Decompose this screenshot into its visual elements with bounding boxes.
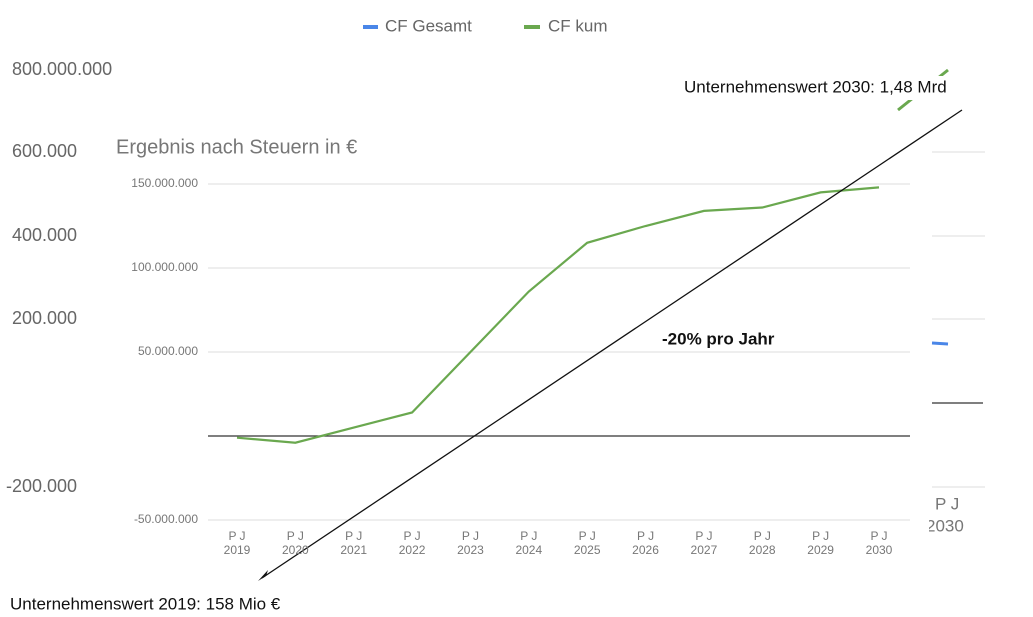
series-line <box>236 186 880 444</box>
y-tick-label: 50.000.000 <box>138 344 198 358</box>
clip <box>920 515 929 535</box>
annotation: -20% pro Jahr <box>662 329 775 348</box>
x-tick-label: P J 2028 <box>748 529 776 557</box>
y-tick-label: -50.000.000 <box>134 512 198 526</box>
annotation: Unternehmenswert 2030: 1,48 Mrd <box>684 77 947 96</box>
x-tick-label: P J 2025 <box>573 529 601 557</box>
legend-label: CF kum <box>548 16 608 35</box>
y-tick-label: 150.000.000 <box>131 176 198 190</box>
x-tick-label: P J 2021 <box>340 529 368 557</box>
x-tick-label: P J 2026 <box>632 529 659 557</box>
x-tick-label: P J 2023 <box>457 529 484 557</box>
arrow-head <box>258 570 268 581</box>
chart-title: Ergebnis nach Steuern in € <box>116 136 357 158</box>
legend-label: CF Gesamt <box>385 16 472 35</box>
x-tick-label: P J 2030 <box>865 529 893 557</box>
bg-y-label: -200.000 <box>6 476 77 496</box>
plot: -50.000.000 50.000.000 100.000.000 150.000.… <box>131 176 910 526</box>
bg-x-label: 2030 <box>926 516 964 535</box>
y-tick-label: 100.000.000 <box>131 260 198 274</box>
bg-grid <box>932 151 985 488</box>
x-tick-label: P J 2020 <box>282 529 309 557</box>
bg-y-label: 800.000.000 <box>12 59 112 79</box>
annotation-bg <box>680 76 1033 100</box>
x-tick-label: P J 2029 <box>807 529 834 557</box>
bg-series-fragment <box>931 341 949 346</box>
x-tick-label: P J 2027 <box>690 529 718 557</box>
bg-x-label: P J <box>935 494 959 513</box>
trend-line <box>261 109 963 579</box>
bg-y-label: 600.000 <box>12 141 77 161</box>
x-tick-label: P J 2019 <box>223 529 251 557</box>
bg-y-label: 400.000 <box>12 225 77 245</box>
annotation: Unternehmenswert 2019: 158 Mio € <box>10 594 281 613</box>
x-tick-label: P J 2022 <box>398 529 426 557</box>
bg-y-label: 200.000 <box>12 308 77 328</box>
x-tick-label: P J 2024 <box>515 529 543 557</box>
